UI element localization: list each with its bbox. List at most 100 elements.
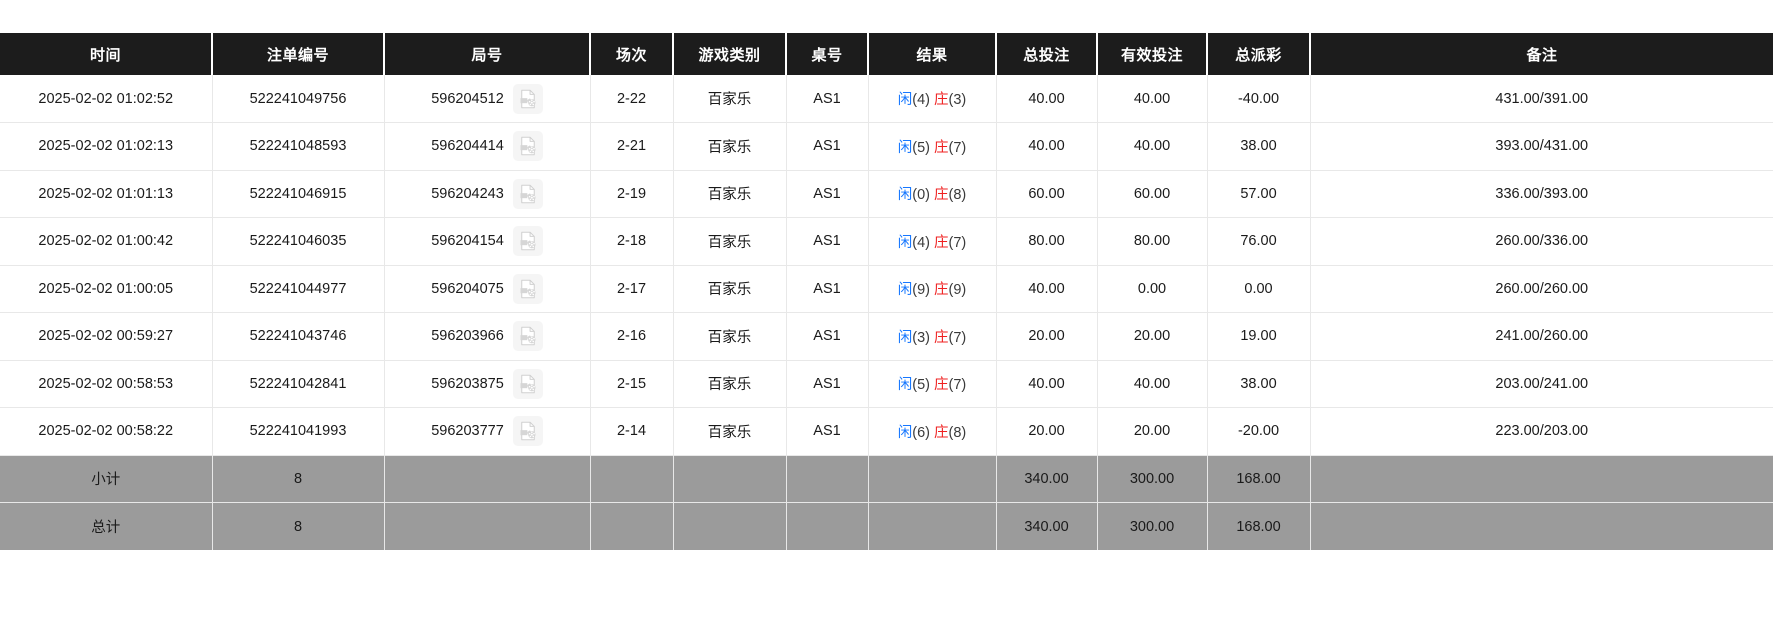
result-player-score: (4): [912, 92, 930, 108]
result-banker-score: (8): [948, 424, 967, 441]
result-player-score: (5): [912, 377, 930, 394]
summary-session: [590, 502, 674, 550]
cell-round-no: 596204243: [384, 170, 591, 218]
cell-game-type: 百家乐: [673, 122, 787, 171]
cell-session: 2-22: [590, 75, 674, 123]
summary-label: 小计: [0, 455, 213, 503]
summary-count: 8: [212, 455, 385, 503]
cell-session: 2-21: [590, 122, 674, 171]
summary-remark: [1310, 502, 1773, 550]
round-no-wrapper: 596204075: [391, 273, 584, 304]
result-player-label: 闲: [897, 92, 913, 108]
cell-game-type: 百家乐: [673, 360, 787, 408]
result-banker-score: (7): [948, 377, 967, 394]
cell-game-type: 百家乐: [673, 75, 787, 123]
video-file-icon[interactable]: [512, 178, 543, 209]
round-no-wrapper: 596204512: [391, 83, 584, 114]
column-header-payout[interactable]: 总派彩: [1207, 33, 1311, 75]
cell-round-no: 596203777: [384, 407, 591, 456]
result-banker-label: 庄: [934, 139, 949, 156]
result-player-label: 闲: [897, 377, 913, 394]
result-player-label: 闲: [897, 424, 913, 441]
cell-time: 2025-02-02 01:00:05: [0, 265, 213, 313]
result-banker-score: (7): [948, 234, 967, 251]
cell-total-bet: 20.00: [996, 407, 1098, 456]
video-file-icon[interactable]: [512, 321, 543, 352]
column-header-session[interactable]: 场次: [590, 33, 674, 75]
table-row[interactable]: 2025-02-02 01:02:52 522241049756 596204512…: [0, 75, 1773, 123]
cell-valid-bet: 40.00: [1097, 360, 1208, 408]
column-header-table_no[interactable]: 桌号: [786, 33, 869, 75]
cell-valid-bet: 40.00: [1097, 122, 1208, 171]
round-no-wrapper: 596204243: [391, 178, 584, 209]
summary-valid-bet: 300.00: [1097, 455, 1208, 503]
column-header-game_type[interactable]: 游戏类别: [673, 33, 787, 75]
cell-game-type: 百家乐: [673, 265, 787, 313]
summary-game-type: [673, 502, 787, 550]
video-file-icon[interactable]: [512, 368, 543, 399]
round-no-label: 596203966: [431, 328, 504, 345]
result-player-label: 闲: [897, 139, 913, 156]
round-no-label: 596204512: [431, 90, 504, 107]
round-no-wrapper: 596204414: [391, 131, 584, 162]
round-no-wrapper: 596203966: [391, 321, 584, 352]
result-player-label: 闲: [897, 187, 913, 204]
column-header-valid_bet[interactable]: 有效投注: [1097, 33, 1208, 75]
cell-remark: 431.00/391.00: [1310, 75, 1773, 123]
cell-valid-bet: 20.00: [1097, 312, 1208, 361]
cell-valid-bet: 20.00: [1097, 407, 1208, 456]
result-banker-label: 庄: [934, 234, 949, 251]
video-file-icon[interactable]: [512, 131, 543, 162]
video-file-icon[interactable]: [512, 226, 543, 257]
table-row[interactable]: 2025-02-02 01:02:13 522241048593 596204414…: [0, 122, 1773, 171]
result-banker-score: (7): [948, 329, 967, 346]
column-header-total_bet[interactable]: 总投注: [996, 33, 1098, 75]
cell-session: 2-14: [590, 407, 674, 456]
column-header-time[interactable]: 时间: [0, 33, 213, 75]
cell-remark: 223.00/203.00: [1310, 407, 1773, 456]
cell-bet-id: 522241042841: [212, 360, 385, 408]
cell-time: 2025-02-02 00:58:53: [0, 360, 213, 408]
round-no-label: 596204243: [431, 185, 504, 202]
result-banker-label: 庄: [934, 329, 949, 346]
cell-remark: 203.00/241.00: [1310, 360, 1773, 408]
column-header-remark[interactable]: 备注: [1310, 33, 1773, 75]
result-banker-label: 庄: [934, 187, 949, 204]
cell-time: 2025-02-02 01:01:13: [0, 170, 213, 218]
cell-session: 2-16: [590, 312, 674, 361]
cell-table-no: AS1: [786, 122, 869, 171]
cell-game-type: 百家乐: [673, 407, 787, 456]
cell-payout: 76.00: [1207, 217, 1311, 266]
cell-payout: 57.00: [1207, 170, 1311, 218]
cell-payout: 38.00: [1207, 122, 1311, 171]
table-row[interactable]: 2025-02-02 00:59:27 522241043746 596203966…: [0, 312, 1773, 361]
table-row[interactable]: 2025-02-02 01:00:42 522241046035 596204154…: [0, 217, 1773, 266]
table-row[interactable]: 2025-02-02 00:58:53 522241042841 596203875…: [0, 360, 1773, 408]
cell-game-type: 百家乐: [673, 217, 787, 266]
column-header-bet_id[interactable]: 注单编号: [212, 33, 385, 75]
table-header: 时间 注单编号 局号 场次 游戏类别 桌号 结果 总投注 有效投注 总派彩 备注: [0, 33, 1773, 75]
summary-payout: 168.00: [1207, 502, 1311, 550]
video-file-icon[interactable]: [512, 273, 543, 304]
cell-payout: -40.00: [1207, 75, 1311, 123]
column-header-result[interactable]: 结果: [868, 33, 997, 75]
column-header-round_no[interactable]: 局号: [384, 33, 591, 75]
cell-session: 2-19: [590, 170, 674, 218]
cell-game-type: 百家乐: [673, 312, 787, 361]
video-file-icon[interactable]: [512, 83, 543, 114]
cell-bet-id: 522241043746: [212, 312, 385, 361]
cell-remark: 260.00/260.00: [1310, 265, 1773, 313]
cell-valid-bet: 60.00: [1097, 170, 1208, 218]
result-player-score: (3): [912, 329, 930, 346]
cell-table-no: AS1: [786, 217, 869, 266]
cell-session: 2-18: [590, 217, 674, 266]
table-row[interactable]: 2025-02-02 00:58:22 522241041993 596203777…: [0, 407, 1773, 456]
cell-remark: 260.00/336.00: [1310, 217, 1773, 266]
summary-round-no: [384, 502, 591, 550]
table-row[interactable]: 2025-02-02 01:01:13 522241046915 596204243…: [0, 170, 1773, 218]
video-file-icon[interactable]: [512, 416, 543, 447]
round-no-wrapper: 596204154: [391, 226, 584, 257]
cell-remark: 241.00/260.00: [1310, 312, 1773, 361]
table-row[interactable]: 2025-02-02 01:00:05 522241044977 596204075…: [0, 265, 1773, 313]
